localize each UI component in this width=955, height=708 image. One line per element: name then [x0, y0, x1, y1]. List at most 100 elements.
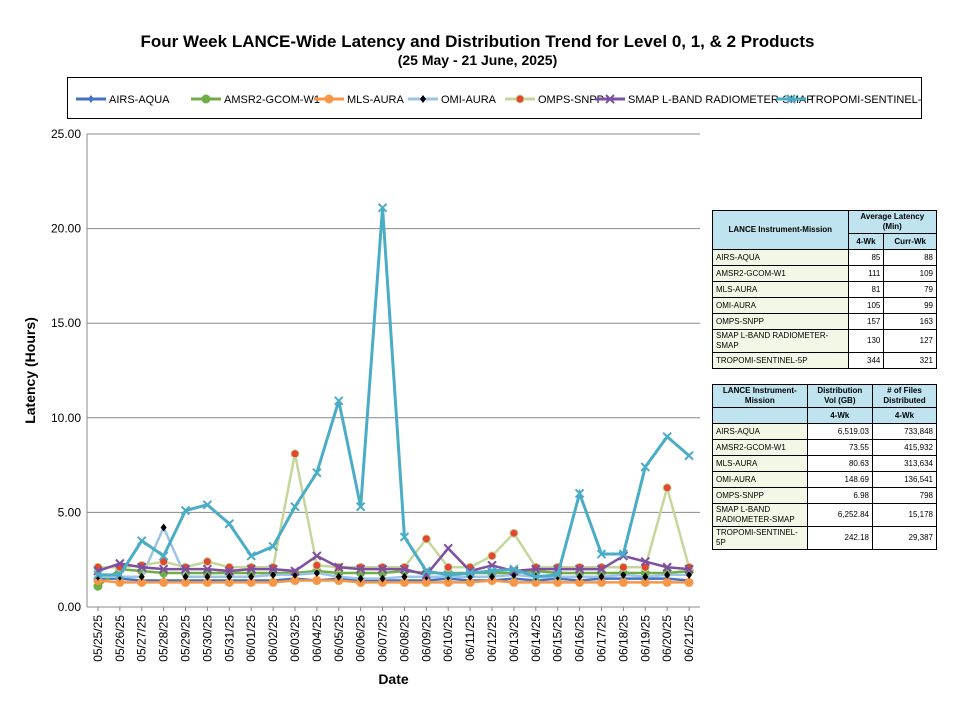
dist-row: MLS-AURA 80.63 313,634: [712, 455, 938, 472]
x-tick-label: 06/02/25: [266, 615, 280, 662]
legend-marker: [88, 95, 94, 103]
data-point: [640, 556, 650, 567]
data-point: [204, 572, 211, 581]
x-tick-label: 06/16/25: [573, 615, 587, 662]
latency-cell-b: 163: [883, 313, 937, 330]
y-tick-label: 0.00: [58, 600, 82, 614]
data-point: [180, 505, 191, 516]
dist-cell-a: 80.63: [806, 455, 873, 472]
x-tick-label: 06/20/25: [660, 615, 674, 662]
data-point: [137, 562, 147, 572]
series-line: [97, 577, 690, 582]
data-point: [137, 536, 147, 546]
series-line: [97, 546, 690, 577]
data-point: [662, 577, 672, 587]
x-tick-label: 06/19/25: [638, 615, 652, 662]
latency-cell-a: 130: [847, 329, 885, 353]
data-point: [421, 566, 432, 576]
x-tick-label: 06/15/25: [551, 615, 565, 662]
data-point: [576, 572, 583, 581]
data-point: [574, 488, 585, 499]
legend-label: TROPOMI-SENTINEL-5P: [809, 94, 921, 106]
latency-col-4wk: 4-Wk: [847, 233, 885, 250]
data-point: [226, 572, 233, 581]
x-tick-label: 06/04/25: [310, 615, 324, 662]
data-point: [487, 551, 497, 561]
x-tick-label: 06/07/25: [376, 615, 390, 662]
data-point: [662, 483, 672, 493]
x-tick-label: 06/12/25: [485, 615, 499, 662]
dist-row: TROPOMI-SENTINEL-5P 242.18 29,387: [712, 526, 938, 550]
latency-cell-a: 85: [847, 249, 885, 266]
data-point: [270, 570, 277, 579]
legend-marker: [420, 95, 426, 103]
data-point: [509, 528, 519, 538]
data-point: [290, 502, 300, 512]
data-point: [664, 570, 671, 579]
chart-title: Four Week LANCE-Wide Latency and Distrib…: [140, 32, 815, 51]
data-point: [290, 566, 300, 576]
latency-cell-name: SMAP L-BAND RADIOMETER-SMAP: [712, 329, 849, 353]
y-axis-title: Latency (Hours): [22, 317, 38, 424]
dist-header-files: # of Files Distributed: [871, 384, 938, 408]
data-point: [335, 572, 342, 581]
latency-cell-name: AMSR2-GCOM-W1: [712, 265, 849, 282]
x-tick-label: 06/06/25: [354, 615, 368, 662]
x-tick-label: 05/30/25: [200, 615, 214, 662]
legend-item: OMI-AURA: [408, 94, 497, 106]
dist-cell-name: SMAP L-BAND RADIOMETER-SMAP: [712, 503, 808, 527]
series-line: [97, 453, 691, 569]
data-point: [401, 572, 408, 581]
data-point: [662, 432, 672, 442]
x-tick-label: 06/10/25: [441, 615, 455, 662]
data-point: [357, 574, 364, 583]
latency-col-currwk: Curr-Wk: [883, 233, 937, 250]
x-tick-label: 06/09/25: [419, 615, 433, 662]
data-point: [642, 572, 649, 581]
data-point: [159, 577, 169, 587]
dist-header-mission: LANCE Instrument-Mission: [712, 384, 808, 408]
data-point: [618, 577, 628, 587]
dist-row: SMAP L-BAND RADIOMETER-SMAP 6,252.84 15,17…: [712, 503, 938, 527]
legend-marker: [324, 94, 334, 104]
series-4: [93, 449, 694, 572]
dist-cell-b: 15,178: [871, 503, 938, 527]
data-point: [224, 566, 235, 576]
data-point: [312, 467, 322, 478]
latency-row: AMSR2-GCOM-W1 111 109: [712, 265, 937, 282]
x-tick-label: 06/14/25: [529, 615, 543, 662]
latency-cell-b: 321: [883, 352, 937, 369]
data-point: [202, 557, 212, 567]
dist-cell-b: 313,634: [871, 455, 938, 472]
data-point: [312, 551, 322, 561]
dist-cell-b: 136,541: [871, 471, 938, 488]
x-tick-label: 06/08/25: [397, 615, 411, 662]
dist-cell-a: 73.55: [806, 439, 873, 456]
data-point: [313, 568, 320, 577]
chart-subtitle: (25 May - 21 June, 2025): [397, 52, 558, 68]
latency-row: AIRS-AQUA 85 88: [712, 249, 937, 266]
legend-item: AIRS-AQUA: [76, 94, 170, 106]
x-tick-label: 06/03/25: [288, 615, 302, 662]
latency-cell-b: 99: [883, 297, 937, 314]
data-point: [93, 570, 103, 580]
series-line: [97, 207, 691, 579]
dist-row: AMSR2-GCOM-W1 73.55 415,932: [712, 439, 938, 456]
dist-cell-a: 242.18: [806, 526, 873, 550]
data-point: [202, 564, 213, 574]
series-line: [97, 567, 690, 588]
legend-item: SMAP L-BAND RADIOMETER-SMAP: [595, 94, 814, 106]
data-point: [509, 577, 519, 587]
data-point: [115, 558, 125, 569]
dist-row: OMI-AURA 148.69 136,541: [712, 471, 938, 488]
data-point: [379, 574, 386, 583]
chart-legend: AIRS-AQUA AMSR2-GCOM-W1 MLS-AURA OMI-AURA OM…: [67, 77, 935, 119]
legend-marker: [786, 94, 796, 104]
data-point: [684, 577, 694, 587]
latency-cell-b: 88: [883, 249, 937, 266]
dist-row: OMPS-SNPP 6.98 798: [712, 487, 938, 504]
dist-col-files-4wk: 4-Wk: [871, 407, 938, 424]
dist-cell-b: 29,387: [871, 526, 938, 550]
x-tick-label: 06/01/25: [244, 615, 258, 662]
data-point: [443, 543, 453, 554]
